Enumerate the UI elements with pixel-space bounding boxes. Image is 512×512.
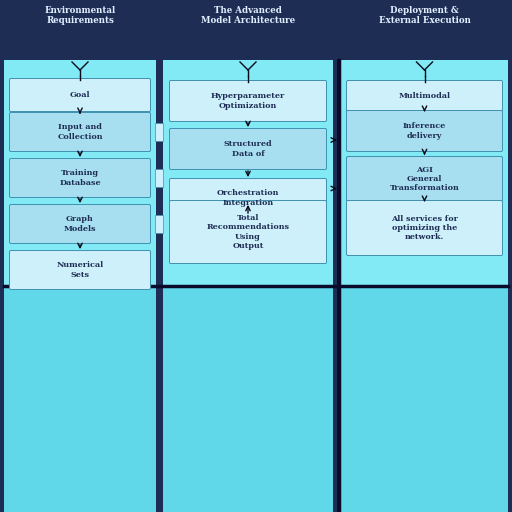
Bar xyxy=(155,123,163,141)
Bar xyxy=(163,286,333,512)
FancyBboxPatch shape xyxy=(10,78,151,112)
Text: Orchestration
Integration: Orchestration Integration xyxy=(217,189,279,207)
FancyBboxPatch shape xyxy=(169,179,327,218)
Text: Hyperparameter
Optimization: Hyperparameter Optimization xyxy=(211,92,285,110)
FancyBboxPatch shape xyxy=(10,204,151,244)
Text: Environmental
Requirements: Environmental Requirements xyxy=(45,6,116,26)
Text: Numerical
Sets: Numerical Sets xyxy=(56,262,103,279)
Bar xyxy=(4,60,156,286)
FancyBboxPatch shape xyxy=(169,201,327,264)
FancyBboxPatch shape xyxy=(10,113,151,152)
FancyBboxPatch shape xyxy=(10,159,151,198)
FancyBboxPatch shape xyxy=(347,201,502,255)
Text: All services for
optimizing the
network.: All services for optimizing the network. xyxy=(391,215,458,241)
Text: Input and
Collection: Input and Collection xyxy=(57,123,103,141)
FancyBboxPatch shape xyxy=(169,129,327,169)
Bar xyxy=(341,60,508,286)
Bar xyxy=(341,286,508,512)
Text: Goal: Goal xyxy=(70,91,90,99)
Bar xyxy=(155,169,163,187)
Text: Total
Recommendations
Using
Output: Total Recommendations Using Output xyxy=(206,214,289,250)
Text: AGI
General
Transformation: AGI General Transformation xyxy=(390,166,459,192)
Text: Inference
delivery: Inference delivery xyxy=(403,122,446,140)
Text: Structured
Data of: Structured Data of xyxy=(224,140,272,158)
Text: Deployment &
External Execution: Deployment & External Execution xyxy=(378,6,471,26)
Text: Training
Database: Training Database xyxy=(59,169,101,186)
Text: Graph
Models: Graph Models xyxy=(64,216,96,232)
Bar xyxy=(163,60,333,286)
Text: The Advanced
Model Architecture: The Advanced Model Architecture xyxy=(201,6,295,26)
FancyBboxPatch shape xyxy=(347,111,502,152)
Text: Multimodal: Multimodal xyxy=(398,92,451,100)
Bar xyxy=(4,286,156,512)
FancyBboxPatch shape xyxy=(347,157,502,202)
Bar xyxy=(155,215,163,233)
FancyBboxPatch shape xyxy=(10,250,151,289)
FancyBboxPatch shape xyxy=(169,80,327,121)
FancyBboxPatch shape xyxy=(347,80,502,112)
